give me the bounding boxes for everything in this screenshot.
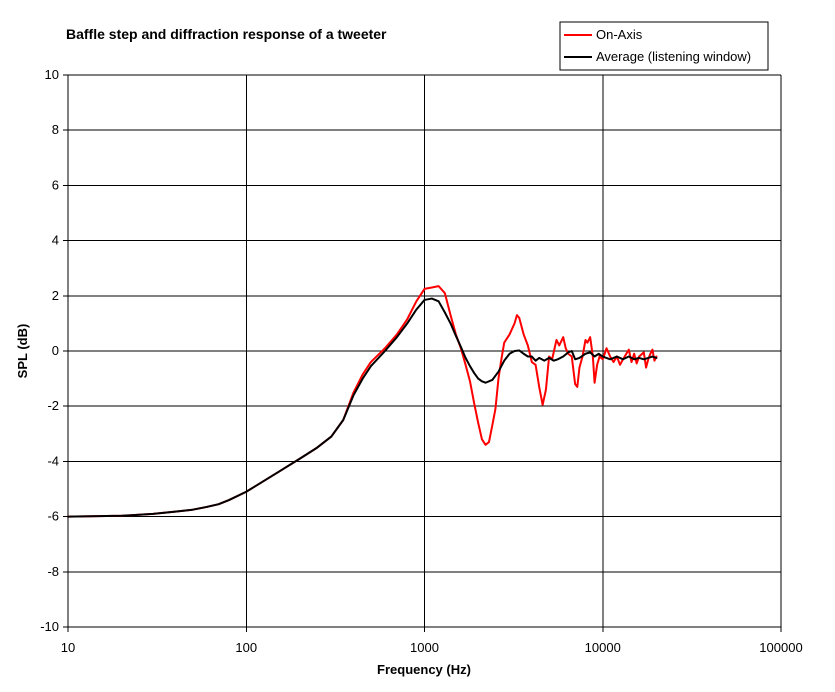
legend-entry-on-axis: On-Axis [596,27,643,42]
y-tick-label: 0 [52,343,59,358]
y-tick-label: -2 [47,398,59,413]
y-tick-label: -10 [40,619,59,634]
legend: On-Axis Average (listening window) [559,21,769,71]
y-tick-label: 8 [52,122,59,137]
series-layer [67,285,658,518]
x-tick-label: 10 [61,640,75,655]
x-tick-label: 10000 [585,640,621,655]
axes [63,74,782,632]
y-tick-label: 2 [52,288,59,303]
x-tick-label: 1000 [410,640,439,655]
legend-box [559,21,769,71]
y-tick-label: 4 [52,233,59,248]
legend-entry-average: Average (listening window) [596,49,751,64]
x-axis-label: Frequency (Hz) [377,662,471,677]
series-line-average [67,297,658,518]
chart-title: Baffle step and diffraction response of … [66,26,387,42]
y-tick-label: 10 [45,67,59,82]
y-tick-label: -8 [47,564,59,579]
y-tick-label: 6 [52,177,59,192]
y-axis-label: SPL (dB) [15,324,30,379]
y-tick-label: -4 [47,453,59,468]
x-tick-label: 100000 [759,640,802,655]
y-tick-label: -6 [47,509,59,524]
x-tick-label: 100 [235,640,257,655]
series-line-on-axis [67,285,658,518]
